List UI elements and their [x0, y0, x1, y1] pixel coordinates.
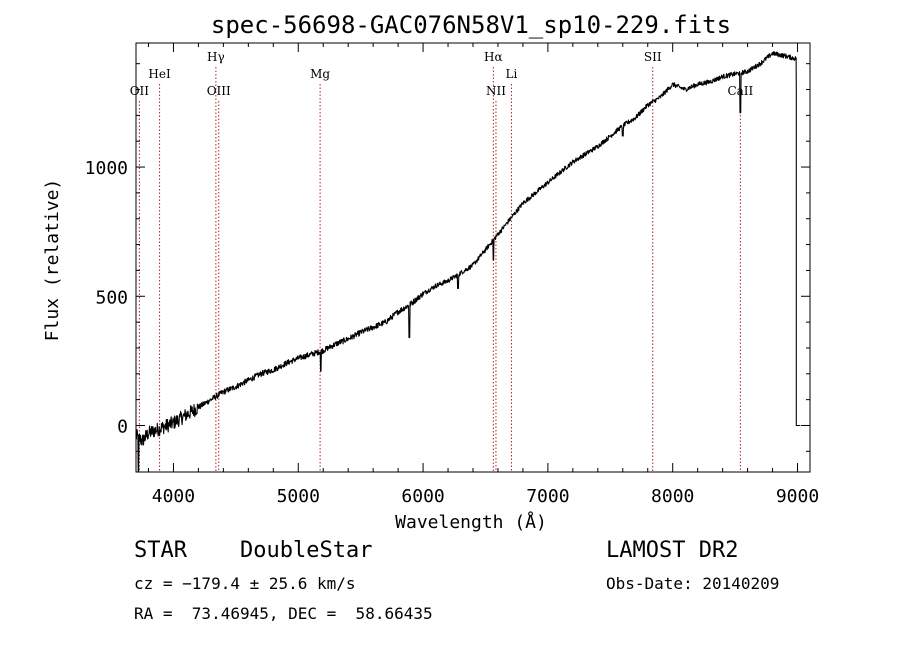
redshift-velocity: cz = −179.4 ± 25.6 km/s — [134, 574, 356, 593]
observation-date: Obs-Date: 20140209 — [606, 574, 780, 593]
survey-name: LAMOST DR2 — [606, 538, 739, 563]
line-marker-label: Hγ — [207, 50, 225, 64]
x-tick-label: 8000 — [651, 486, 694, 507]
chart-title: spec-56698-GAC076N58V1_sp10-229.fits — [211, 11, 731, 39]
object-class: STAR — [134, 538, 187, 563]
line-marker-label: OIII — [207, 84, 231, 98]
line-marker-label: Hα — [484, 50, 503, 64]
y-tick-label: 500 — [95, 287, 128, 308]
x-tick-label: 9000 — [776, 486, 819, 507]
line-marker-label: Mg — [310, 67, 330, 81]
y-tick-label: 1000 — [85, 158, 128, 179]
coordinates: RA = 73.46945, DEC = 58.66435 — [134, 604, 433, 623]
x-axis-label: Wavelength (Å) — [395, 511, 547, 533]
x-tick-label: 5000 — [277, 486, 320, 507]
line-marker-label: OII — [130, 84, 150, 98]
x-tick-label: 7000 — [526, 486, 569, 507]
line-marker-label: Li — [506, 67, 518, 81]
object-subclass: DoubleStar — [240, 538, 373, 563]
x-tick-label: 6000 — [401, 486, 444, 507]
line-marker-label: NII — [486, 84, 506, 98]
y-axis-label: Flux (relative) — [42, 179, 63, 342]
spectrum-line — [135, 50, 801, 473]
x-tick-label: 4000 — [152, 486, 195, 507]
line-marker-label: HeI — [148, 67, 171, 81]
plot-frame — [135, 42, 811, 473]
y-tick-label: 0 — [117, 416, 128, 437]
line-marker-label: SII — [644, 50, 662, 64]
